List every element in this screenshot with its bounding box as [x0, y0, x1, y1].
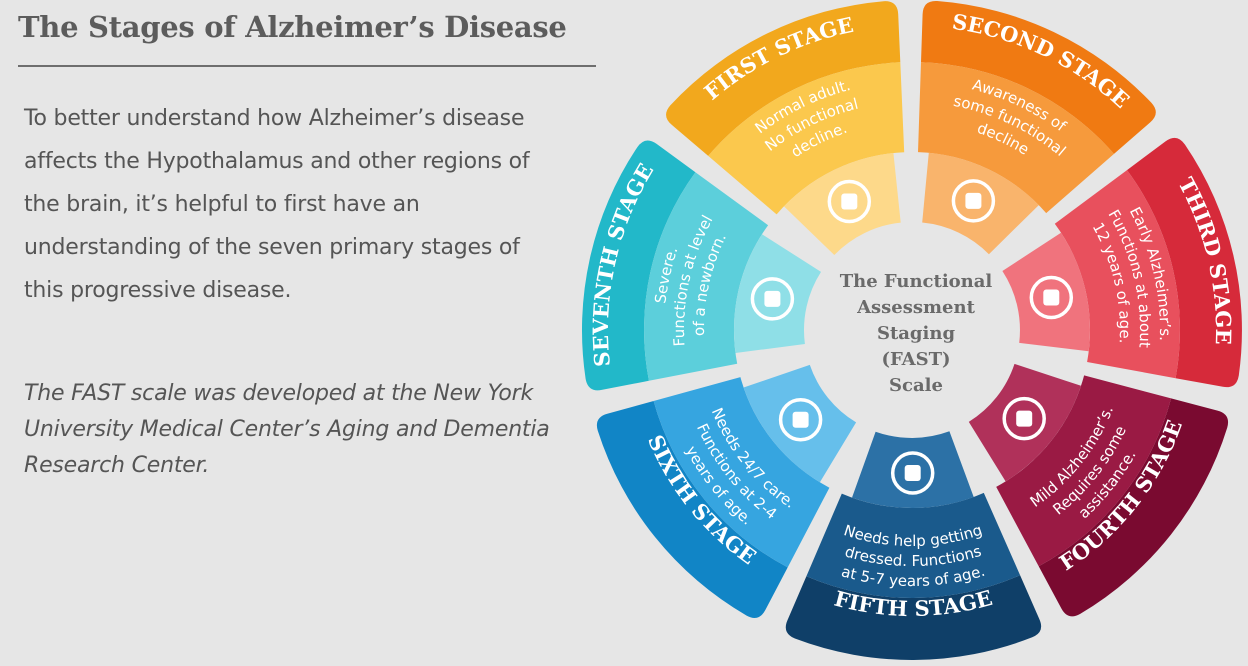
stage-title-band	[921, 0, 1156, 154]
puzzle-icon	[827, 179, 872, 224]
stage-desc-band	[918, 62, 1114, 214]
center-line: (FAST)	[881, 349, 950, 370]
stethoscope-icon	[778, 397, 823, 442]
stage-title-band	[1038, 398, 1229, 617]
stage-title-band	[596, 401, 788, 618]
intro-paragraph: To better understand how Alzheimer’s dis…	[24, 106, 530, 303]
stage-desc-band	[644, 172, 769, 381]
heart-hand-icon	[1002, 396, 1046, 441]
wheelchair-icon	[750, 277, 795, 321]
page-title: The Stages of Alzheimer’s Disease	[18, 10, 567, 44]
stage-desc-band	[1054, 170, 1180, 379]
shirt-icon	[890, 451, 935, 495]
center-line: Staging	[877, 323, 955, 344]
center-line: The Functional	[840, 271, 993, 292]
stage-title-band	[1127, 137, 1242, 388]
wheel-center-label: The Functional Assessment Staging (FAST)…	[840, 271, 993, 396]
thought-bubble-icon	[1029, 275, 1074, 320]
fast-credit-paragraph: The FAST scale was developed at the New …	[24, 381, 550, 478]
center-line: Scale	[889, 375, 943, 396]
stage-title-band	[785, 575, 1042, 660]
stage-desc-band	[996, 375, 1172, 567]
title-divider	[18, 65, 596, 67]
stage-desc-band	[806, 492, 1021, 598]
center-line: Assessment	[856, 297, 976, 318]
lightbulb-icon	[951, 179, 996, 223]
stage-title-band	[666, 1, 901, 156]
stage-desc-band	[708, 62, 905, 215]
stage-title-band	[581, 140, 696, 391]
stage-desc-band	[653, 377, 830, 568]
